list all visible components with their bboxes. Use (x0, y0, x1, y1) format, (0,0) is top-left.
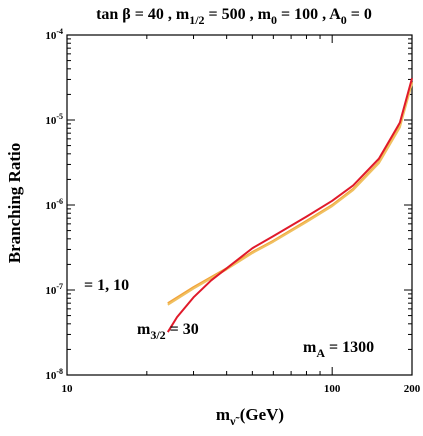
series-lines (166, 77, 413, 333)
y-axis-label: Branching Ratio (5, 143, 24, 263)
axis-ticks (66, 35, 413, 376)
annotation-m32-30: m3/2 = 30 (137, 321, 199, 342)
y-tick-label: 10-6 (45, 197, 63, 212)
plot-frame (66, 34, 413, 376)
annotation-ma: mA = 1300 (303, 339, 374, 360)
series-line-1 (167, 81, 413, 305)
y-tick-label: 10-8 (45, 367, 63, 382)
y-tick-label: 10-4 (45, 27, 63, 42)
series-line-3 (166, 77, 413, 333)
y-tick-label: 10-5 (45, 112, 63, 127)
x-tick-label: 100 (324, 383, 341, 395)
chart-title: tan β = 40 , m1/2 = 500 , m0 = 100 , A0 … (96, 6, 372, 27)
y-tick-label: 10-7 (45, 282, 63, 297)
x-tick-label: 200 (404, 383, 421, 395)
series-line-2 (167, 83, 413, 306)
x-tick-label: 10 (62, 383, 74, 395)
annotation-m32-1-10: = 1, 10 (84, 277, 129, 294)
x-axis-label: mν̃ (GeV) (216, 405, 284, 428)
tick-labels: 10 100 200 10-8 10-7 10-6 10-5 10-4 (45, 27, 420, 395)
